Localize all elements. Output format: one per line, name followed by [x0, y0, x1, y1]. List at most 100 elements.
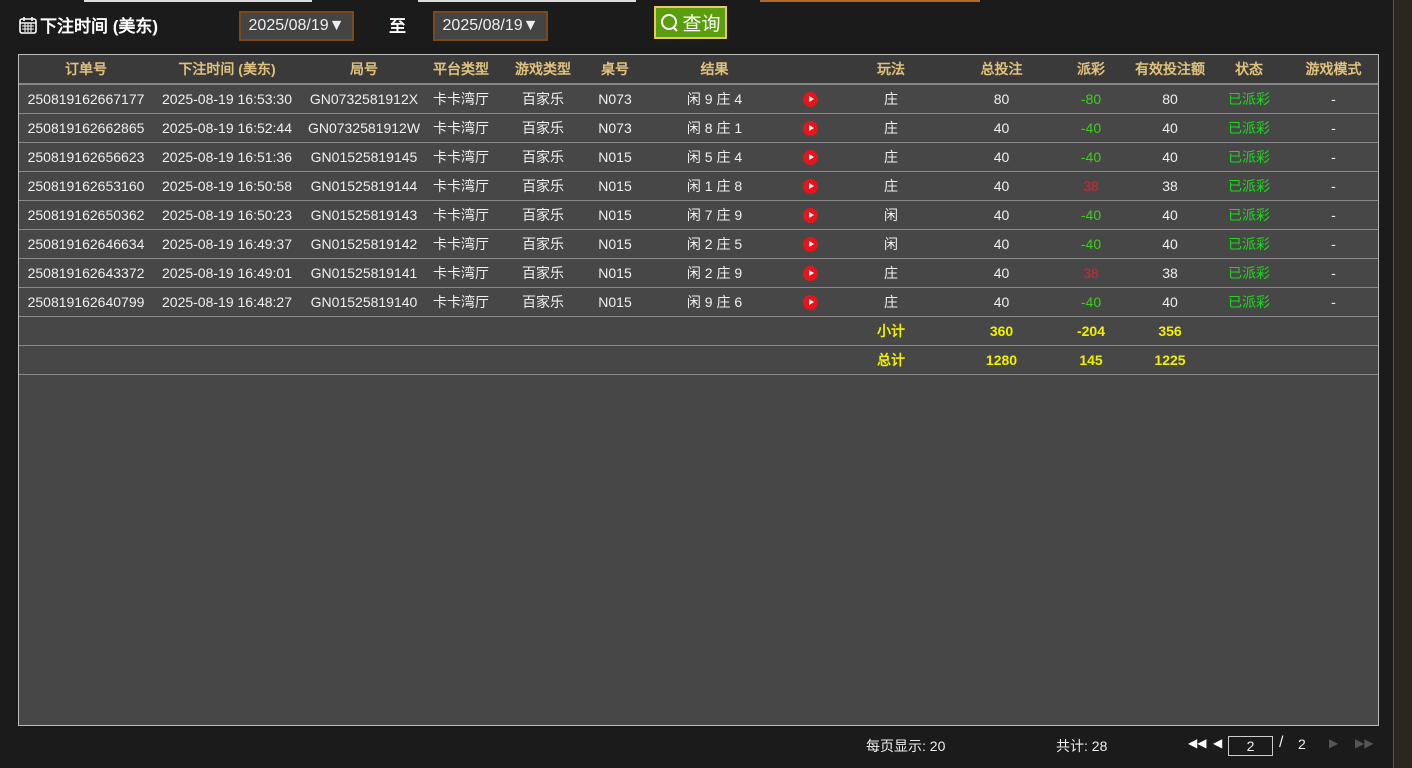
platform-cell: 卡卡湾厅 [427, 171, 495, 201]
column-header: 总投注 [952, 55, 1051, 85]
start-date-select[interactable]: 2025/08/19▼ [239, 11, 354, 41]
total-label: 总计 [830, 345, 952, 375]
total-row: 总计 1280 145 1225 [19, 345, 1378, 375]
empty-cell [19, 316, 830, 346]
top-input-edge [84, 0, 312, 2]
filter-label: 下注时间 (美东) [40, 17, 159, 36]
page-separator: / [1279, 734, 1284, 751]
table-id-cell: N015 [591, 258, 639, 288]
table-row: 250819162653160 2025-08-19 16:50:58 GN0152… [19, 171, 1378, 201]
result-cell: 闲 2 庄 5 [639, 229, 790, 259]
platform-cell: 卡卡湾厅 [427, 229, 495, 259]
play-type-cell: 庄 [830, 142, 952, 172]
replay-cell [790, 142, 830, 172]
total-bet-cell: 40 [952, 258, 1051, 288]
game-type-cell: 百家乐 [495, 142, 591, 172]
round-id-cell: GN01525819145 [301, 142, 427, 172]
order-id-cell: 250819162656623 [19, 142, 153, 172]
table-id-cell: N015 [591, 229, 639, 259]
search-icon [661, 13, 679, 32]
game-type-cell: 百家乐 [495, 258, 591, 288]
valid-bet-cell: 38 [1131, 258, 1209, 288]
column-header: 结果 [639, 55, 790, 85]
valid-bet-cell: 38 [1131, 171, 1209, 201]
table-row: 250819162650362 2025-08-19 16:50:23 GN0152… [19, 200, 1378, 230]
result-cell: 闲 1 庄 8 [639, 171, 790, 201]
status-cell: 已派彩 [1209, 200, 1289, 230]
bet-time-cell: 2025-08-19 16:52:44 [153, 113, 301, 143]
bet-time-cell: 2025-08-19 16:50:23 [153, 200, 301, 230]
play-type-cell: 庄 [830, 171, 952, 201]
order-id-cell: 250819162653160 [19, 171, 153, 201]
play-video-icon[interactable] [802, 178, 818, 194]
status-cell: 已派彩 [1209, 113, 1289, 143]
total-bet-cell: 40 [952, 171, 1051, 201]
first-page-icon[interactable]: ◀◀ [1188, 736, 1207, 750]
table-id-cell: N015 [591, 142, 639, 172]
column-header: 下注时间 (美东) [153, 55, 301, 85]
subtotal-total_bet: 360 [952, 316, 1051, 346]
play-video-icon[interactable] [802, 120, 818, 136]
end-date-select[interactable]: 2025/08/19▼ [433, 11, 548, 41]
column-header: 状态 [1209, 55, 1289, 85]
to-label: 至 [389, 17, 406, 36]
last-page-icon[interactable]: ▶▶ [1355, 736, 1374, 750]
prev-page-icon[interactable]: ◀ [1213, 736, 1223, 750]
total-bet-cell: 40 [952, 229, 1051, 259]
valid-bet-cell: 40 [1131, 287, 1209, 317]
query-button[interactable]: 查询 [654, 6, 727, 39]
total-bet-cell: 40 [952, 287, 1051, 317]
page-input[interactable] [1228, 736, 1273, 756]
round-id-cell: GN01525819144 [301, 171, 427, 201]
valid-bet-cell: 40 [1131, 229, 1209, 259]
replay-cell [790, 200, 830, 230]
subtotal-payout: -204 [1051, 316, 1131, 346]
table-row: 250819162662865 2025-08-19 16:52:44 GN0732… [19, 113, 1378, 143]
column-header: 玩法 [830, 55, 952, 85]
play-video-icon[interactable] [802, 294, 818, 310]
calendar-icon [19, 16, 37, 34]
play-video-icon[interactable] [802, 92, 818, 108]
play-video-icon[interactable] [802, 149, 818, 165]
result-cell: 闲 9 庄 6 [639, 287, 790, 317]
table-row: 250819162656623 2025-08-19 16:51:36 GN0152… [19, 142, 1378, 172]
column-header: 平台类型 [427, 55, 495, 85]
game-mode-cell: - [1289, 229, 1378, 259]
table-id-cell: N073 [591, 84, 639, 114]
table-row: 250819162640799 2025-08-19 16:48:27 GN0152… [19, 287, 1378, 317]
bet-time-cell: 2025-08-19 16:48:27 [153, 287, 301, 317]
play-video-icon[interactable] [802, 207, 818, 223]
subtotal-row: 小计 360 -204 356 [19, 316, 1378, 346]
replay-cell [790, 84, 830, 114]
status-cell: 已派彩 [1209, 171, 1289, 201]
play-video-icon[interactable] [802, 236, 818, 252]
total-total_bet: 1280 [952, 345, 1051, 375]
game-type-cell: 百家乐 [495, 229, 591, 259]
payout-cell: -40 [1051, 113, 1131, 143]
total-bet-cell: 40 [952, 113, 1051, 143]
order-id-cell: 250819162662865 [19, 113, 153, 143]
payout-cell: 38 [1051, 171, 1131, 201]
status-cell: 已派彩 [1209, 142, 1289, 172]
payout-cell: -40 [1051, 287, 1131, 317]
play-video-icon[interactable] [802, 265, 818, 281]
bet-time-filter: 下注时间 (美东) [18, 12, 158, 37]
empty-cell [1209, 345, 1378, 375]
result-cell: 闲 7 庄 9 [639, 200, 790, 230]
column-header: 游戏类型 [495, 55, 591, 85]
status-cell: 已派彩 [1209, 258, 1289, 288]
game-mode-cell: - [1289, 171, 1378, 201]
per-page: 每页显示: 20 [866, 738, 946, 754]
subtotal-valid_bet: 356 [1131, 316, 1209, 346]
column-header: 局号 [301, 55, 427, 85]
payout-cell: 38 [1051, 258, 1131, 288]
top-input-edge [760, 0, 980, 2]
replay-cell [790, 287, 830, 317]
status-cell: 已派彩 [1209, 229, 1289, 259]
platform-cell: 卡卡湾厅 [427, 142, 495, 172]
game-mode-cell: - [1289, 113, 1378, 143]
game-mode-cell: - [1289, 142, 1378, 172]
play-type-cell: 闲 [830, 200, 952, 230]
next-page-icon[interactable]: ▶ [1329, 736, 1339, 750]
table-id-cell: N015 [591, 171, 639, 201]
